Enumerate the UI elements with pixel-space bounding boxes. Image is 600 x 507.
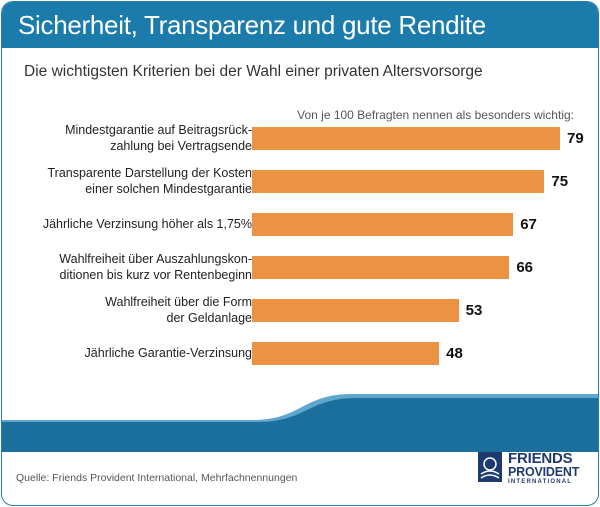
category-label: Jährliche Garantie-Verzinsung: [84, 346, 252, 360]
bar: [252, 126, 560, 150]
source-note: Quelle: Friends Provident International,…: [16, 472, 298, 484]
logo-emblem-icon: [478, 452, 502, 482]
category-label: Wahlfreiheit über Auszahlungskon- dition…: [59, 252, 252, 282]
bar-value-label: 53: [465, 301, 483, 319]
chart-subtitle: Die wichtigsten Kriterien bei der Wahl e…: [24, 63, 483, 80]
category-label: Transparente Darstellung der Kosten eine…: [47, 166, 252, 196]
bar-value-label: 48: [446, 344, 463, 362]
bar-value-label: 75: [551, 172, 569, 190]
category-label: Mindestgarantie auf Beitragsrück- zahlun…: [65, 123, 252, 153]
wave-dark-band: [2, 398, 598, 452]
logo-text-line2: PROVIDENT: [508, 465, 580, 479]
bar: [252, 298, 459, 322]
logo-text-line1: FRIENDS: [508, 450, 573, 467]
friends-provident-logo: FRIENDS PROVIDENT INTERNATIONAL: [476, 450, 586, 490]
logo-text-line3: INTERNATIONAL: [508, 479, 573, 485]
bar-value-label: 67: [520, 215, 537, 233]
bar: [252, 212, 514, 236]
category-label: Jährliche Verzinsung höher als 1,75%: [42, 217, 252, 231]
chart-title: Sicherheit, Transparenz und gute Rendite: [18, 10, 486, 40]
bar: [252, 169, 545, 193]
bar: [252, 341, 440, 365]
bar-value-label: 79: [567, 129, 584, 147]
category-label: Wahlfreiheit über die Form der Geldanlag…: [105, 295, 252, 325]
bar: [252, 255, 510, 279]
title-bar: Sicherheit, Transparenz und gute Rendite: [2, 2, 598, 48]
survey-note: Von je 100 Befragten nennen als besonder…: [297, 108, 574, 122]
bar-value-label: 66: [516, 258, 533, 276]
decorative-wave: [2, 394, 598, 452]
